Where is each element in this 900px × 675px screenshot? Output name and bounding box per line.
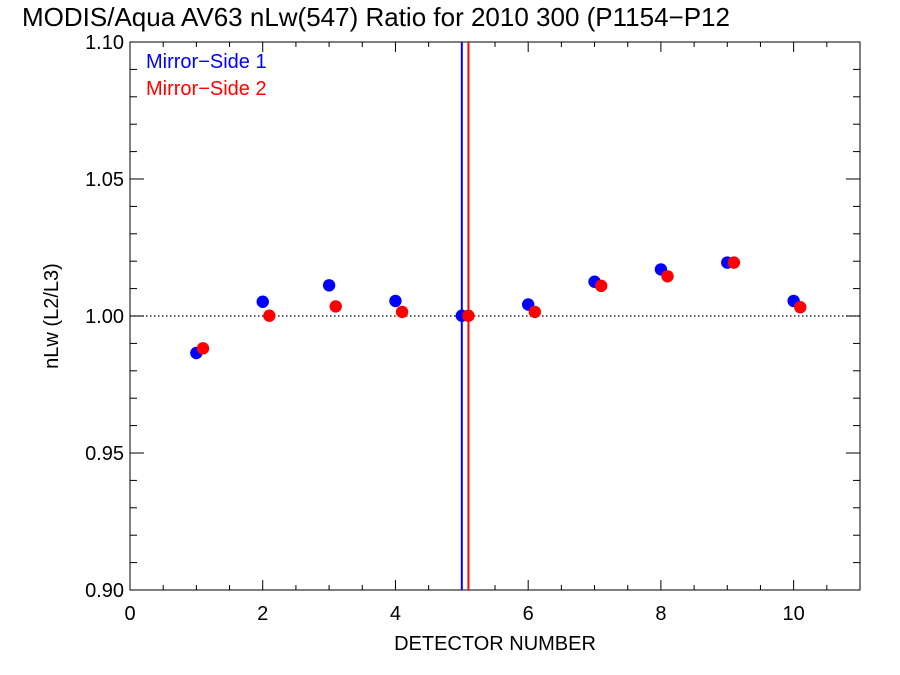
x-tick-label: 4: [390, 603, 401, 625]
legend-entry-mirror-side-1: Mirror−Side 1: [146, 51, 267, 73]
data-point-series-1: [389, 294, 402, 308]
data-point-series-2: [594, 279, 608, 293]
points-group: [190, 256, 807, 360]
legend-entry-mirror-side-2: Mirror−Side 2: [146, 78, 267, 100]
x-tick-label: 10: [783, 603, 805, 625]
data-point-series-2: [462, 309, 475, 322]
x-axis-label: DETECTOR NUMBER: [394, 633, 596, 655]
y-tick-label: 1.10: [85, 32, 124, 54]
data-point-series-1: [256, 295, 269, 308]
data-point-series-2: [395, 305, 409, 319]
x-tick-label: 2: [257, 603, 268, 625]
y-tick-label: 1.00: [85, 306, 124, 328]
reference-lines-group: [130, 42, 860, 590]
data-point-series-2: [329, 300, 342, 313]
chart-title: MODIS/Aqua AV63 nLw(547) Ratio for 2010 …: [22, 2, 730, 32]
y-tick-label: 1.05: [85, 169, 124, 191]
data-point-series-2: [794, 301, 807, 314]
tick-labels-group: 0 2 4 6 8 10 0.90 0.95 1.00 1.05 1.10: [85, 32, 805, 625]
y-tick-label: 0.90: [85, 580, 124, 602]
x-tick-label: 0: [124, 603, 135, 625]
data-point-series-2: [727, 256, 741, 269]
y-tick-label: 0.95: [85, 443, 124, 465]
data-point-series-2: [661, 270, 674, 283]
x-tick-label: 6: [523, 603, 534, 625]
data-point-series-2: [263, 309, 276, 322]
ticks-group: [129, 41, 861, 591]
data-point-series-2: [196, 342, 210, 355]
data-point-series-1: [322, 279, 336, 292]
data-point-series-2: [528, 305, 542, 319]
y-axis-label: nLw (L2/L3): [41, 263, 63, 369]
x-tick-label: 8: [655, 603, 666, 625]
